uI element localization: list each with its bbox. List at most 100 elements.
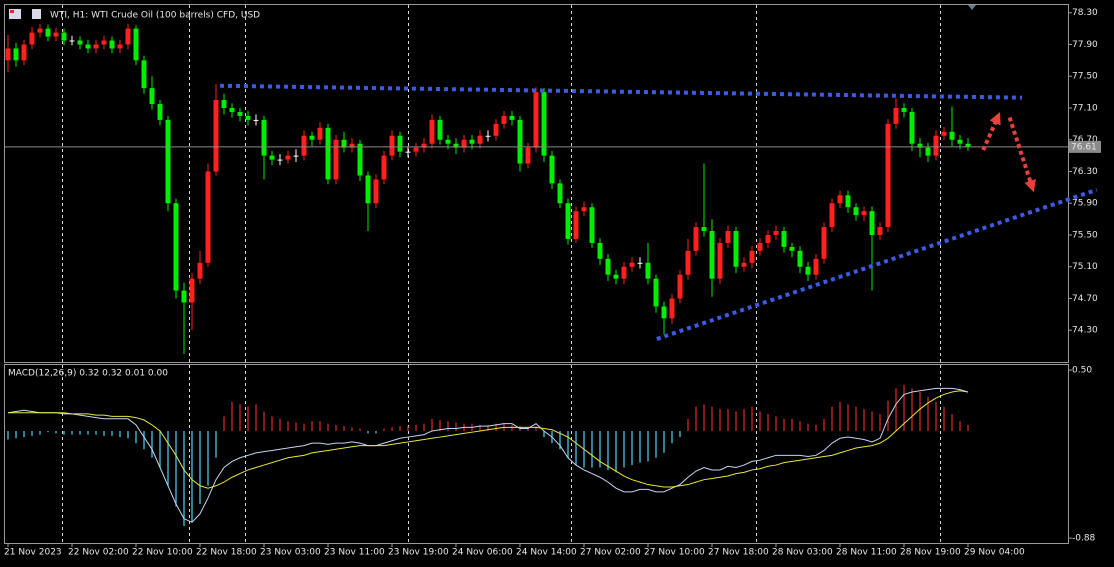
- candle-body: [581, 207, 587, 212]
- candle-body: [173, 203, 179, 291]
- x-tick-label: 24 Nov 06:00: [452, 548, 513, 558]
- candle-body: [597, 242, 603, 259]
- candle-body: [189, 278, 195, 303]
- candle-body: [21, 44, 27, 61]
- candle-body: [333, 139, 339, 180]
- candle-body: [917, 143, 923, 148]
- candle-body: [565, 203, 571, 239]
- candle-body: [77, 40, 83, 45]
- y-tick-label: 74.70: [1072, 294, 1098, 304]
- candle-body: [429, 119, 435, 144]
- trend-line: [656, 187, 1098, 341]
- candle-body: [733, 231, 739, 267]
- candle-body: [437, 119, 443, 140]
- candle-body: [685, 250, 691, 275]
- candle-body: [421, 143, 427, 148]
- candle-body: [381, 155, 387, 180]
- candle-body: [549, 155, 555, 184]
- candle-body: [309, 135, 315, 140]
- candle-body: [341, 139, 347, 148]
- x-tick-label: 28 Nov 19:00: [900, 548, 961, 558]
- candle-body: [301, 135, 307, 156]
- candle-body: [237, 111, 243, 116]
- forecast-arrow: [981, 112, 1001, 151]
- candle-body: [261, 119, 267, 156]
- candle-body: [965, 143, 971, 147]
- y-tick-label: 76.30: [1072, 167, 1098, 177]
- candle-body: [53, 32, 59, 37]
- candle-body: [277, 159, 283, 161]
- candle-body: [205, 171, 211, 263]
- candle-body: [725, 231, 731, 243]
- candle-body: [637, 262, 643, 264]
- candle-body: [501, 115, 507, 124]
- candle-body: [773, 231, 779, 235]
- candle-body: [869, 211, 875, 235]
- price-frame: [4, 4, 1069, 363]
- macd-title: MACD(12,26,9) 0.32 0.32 0.01 0.00: [8, 369, 168, 379]
- y-tick-label: 78.30: [1072, 8, 1098, 18]
- candle-body: [693, 227, 699, 251]
- y-tick-label: 74.30: [1072, 326, 1098, 336]
- candle-body: [213, 100, 219, 172]
- candle-body: [117, 44, 123, 49]
- candle-body: [157, 104, 163, 120]
- candle-body: [293, 155, 299, 157]
- macd-line: [7, 387, 969, 523]
- candle-body: [29, 32, 35, 45]
- x-tick-label: 28 Nov 11:00: [836, 548, 897, 558]
- candle-body: [197, 262, 203, 279]
- x-tick-label: 23 Nov 11:00: [324, 548, 385, 558]
- x-tick-label: 23 Nov 03:00: [260, 548, 321, 558]
- candle-body: [877, 227, 883, 235]
- x-tick-label: 21 Nov 2023: [4, 548, 62, 558]
- candle-body: [13, 48, 19, 61]
- candle-body: [893, 107, 899, 124]
- y-tick-label: 77.50: [1072, 72, 1098, 82]
- candle-body: [469, 139, 475, 144]
- candle-body: [477, 135, 483, 144]
- icon: [32, 9, 41, 19]
- candle-body: [885, 123, 891, 228]
- macd-frame: [4, 364, 1069, 544]
- candle-body: [493, 123, 499, 136]
- x-tick-label: 23 Nov 19:00: [388, 548, 449, 558]
- candle-body: [453, 143, 459, 148]
- candle-body: [629, 262, 635, 267]
- last-price-box: [1069, 140, 1101, 153]
- candle-body: [149, 88, 155, 105]
- candle-body: [677, 274, 683, 299]
- candle-body: [101, 40, 107, 45]
- candle-body: [701, 227, 707, 232]
- candle-body: [317, 127, 323, 140]
- candle-body: [789, 246, 795, 251]
- x-tick-label: 28 Nov 03:00: [772, 548, 833, 558]
- candle-body: [365, 175, 371, 204]
- candle-body: [805, 266, 811, 275]
- candle-body: [669, 298, 675, 319]
- candle-body: [109, 40, 115, 49]
- candle-body: [221, 100, 227, 108]
- candle-body: [757, 242, 763, 251]
- candle-body: [645, 262, 651, 279]
- x-tick-label: 22 Nov 02:00: [68, 548, 129, 558]
- candle-body: [749, 250, 755, 263]
- candle-body: [613, 274, 619, 279]
- chart-title: WTI, H1: WTI Crude Oil (100 barrels) CFD…: [50, 11, 260, 21]
- candle-body: [413, 147, 419, 152]
- y-tick-label: 75.50: [1072, 230, 1098, 240]
- candle-body: [845, 195, 851, 208]
- y-tick-label: 76.70: [1072, 135, 1098, 145]
- candle-body: [621, 266, 627, 279]
- candle-body: [525, 147, 531, 164]
- candle-body: [445, 139, 451, 144]
- shift-marker: [968, 5, 976, 10]
- candle-body: [557, 183, 563, 204]
- candle-body: [245, 115, 251, 120]
- candle-body: [813, 258, 819, 275]
- candle-body: [269, 155, 275, 160]
- candle-body: [85, 44, 91, 49]
- candle-body: [349, 143, 355, 148]
